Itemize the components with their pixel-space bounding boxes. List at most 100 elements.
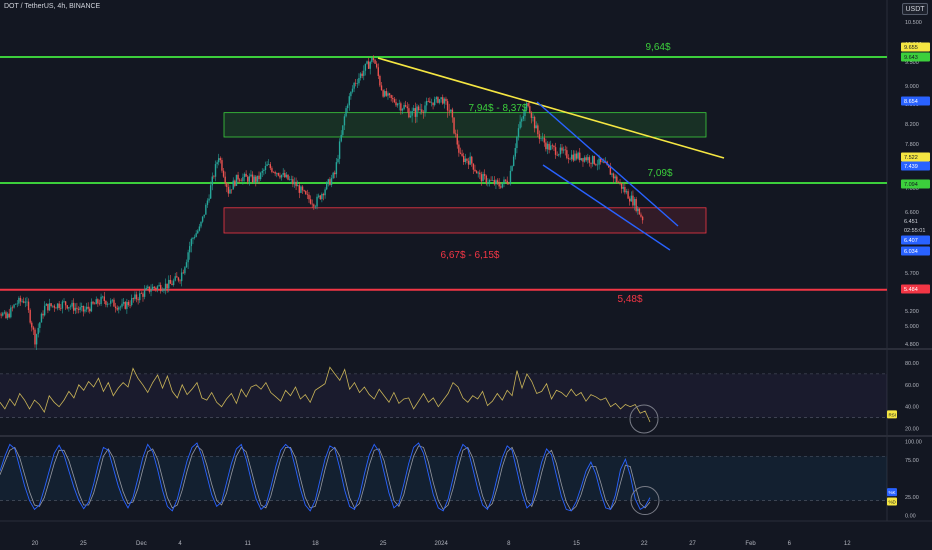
rsi-highlight-circle — [629, 404, 659, 434]
candle-body — [303, 190, 305, 192]
candle-body — [277, 172, 280, 176]
currency-selector[interactable]: USDT — [902, 3, 928, 15]
candle-body — [118, 307, 120, 310]
candle-body — [553, 145, 555, 148]
candle-body — [90, 301, 93, 312]
time-tick-label: 18 — [312, 541, 319, 547]
price-tag-text: 9.655 — [904, 45, 918, 51]
candle-body — [263, 170, 265, 172]
candle-body — [532, 116, 534, 118]
candle-body — [616, 176, 618, 183]
candle-body — [529, 106, 531, 113]
candle-body — [466, 158, 468, 161]
candle-body — [590, 162, 592, 164]
candle-body — [300, 186, 302, 193]
candle-body — [454, 133, 457, 135]
candle-body — [43, 305, 46, 316]
candle-body — [624, 187, 626, 193]
candle-body — [126, 301, 128, 309]
candle-body — [24, 301, 27, 303]
candle-body — [11, 307, 14, 309]
candle-body — [243, 173, 246, 178]
candle-body — [247, 176, 249, 182]
candle-body — [593, 156, 595, 165]
candle-body — [160, 285, 162, 292]
candle-body — [98, 303, 101, 305]
candle-body — [472, 163, 475, 170]
candle-body — [335, 162, 338, 175]
candle-body — [430, 102, 433, 104]
candle-body — [174, 276, 176, 281]
candle-body — [629, 198, 631, 202]
candle-body — [314, 206, 317, 208]
candle-body — [227, 187, 230, 194]
candle-body — [298, 185, 301, 193]
price-tag-text: 6.451 — [904, 219, 918, 225]
candle-body — [274, 172, 276, 174]
candle-body — [145, 287, 147, 291]
candle-body — [387, 93, 389, 96]
price-tag: 7.439 — [901, 161, 930, 171]
candle-body — [588, 157, 591, 163]
candle-body — [479, 172, 481, 175]
candle-body — [517, 128, 520, 137]
candle-body — [26, 301, 28, 303]
candle-body — [205, 204, 207, 215]
stoch-legend-tag — [887, 497, 897, 506]
candle-body — [546, 143, 549, 150]
price-tag-text: 7.522 — [904, 155, 918, 161]
price-tag: 9.643 — [901, 52, 930, 62]
candle-body — [554, 147, 557, 155]
candle-body — [8, 313, 10, 318]
candle-body — [79, 307, 81, 310]
candle-body — [442, 97, 444, 104]
candle-body — [61, 301, 64, 309]
price-tag: 8.654 — [901, 96, 930, 106]
candle-body — [500, 186, 502, 188]
candle-body — [134, 294, 136, 300]
candle-body — [463, 155, 465, 163]
level-label: 7,09$ — [647, 168, 672, 179]
candle-body — [527, 103, 529, 107]
price-tag-text: 9.643 — [904, 55, 918, 61]
candle-body — [82, 305, 85, 312]
price-tag-text: 5.484 — [904, 287, 918, 293]
candle-body — [580, 158, 583, 161]
candle-body — [93, 303, 96, 305]
candle-body — [245, 173, 247, 177]
candle-body — [382, 90, 384, 97]
price-tag: 6.451 — [901, 216, 930, 226]
candle-body — [374, 60, 376, 64]
candle-body — [469, 156, 471, 165]
candle-body — [276, 172, 278, 174]
time-tick-label: Feb — [745, 541, 756, 547]
candle-body — [393, 99, 396, 103]
candle-body — [45, 303, 47, 306]
candle-body — [569, 158, 571, 160]
candle-body — [340, 134, 342, 142]
price-tag-text: 02:55:01 — [904, 228, 925, 234]
candle-body — [153, 286, 155, 288]
candle-body — [450, 109, 452, 112]
time-tick-label: 27 — [689, 541, 696, 547]
candle-body — [110, 300, 112, 304]
candle-body — [577, 152, 579, 159]
candle-body — [367, 61, 370, 69]
candle-body — [385, 91, 388, 96]
candle-body — [238, 179, 241, 181]
candle-body — [179, 280, 181, 282]
candle-body — [189, 246, 191, 253]
candle-body — [427, 100, 429, 102]
candle-body — [564, 149, 566, 151]
candle-body — [448, 110, 450, 112]
candle-body — [355, 82, 357, 84]
price-tag: 5.484 — [901, 284, 930, 294]
time-tick-label: 22 — [641, 541, 648, 547]
channel-lower-line — [542, 164, 671, 251]
candle-body — [48, 303, 51, 311]
candle-body — [541, 137, 544, 139]
candle-body — [60, 307, 62, 309]
candle-body — [242, 177, 244, 182]
